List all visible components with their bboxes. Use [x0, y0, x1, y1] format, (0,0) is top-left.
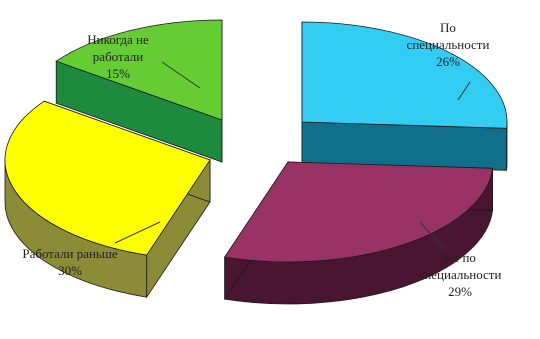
slice-2-label-line-2: специальности [419, 267, 502, 282]
slice-4-label-line-2: работали [93, 49, 143, 64]
slice-1-label-line-2: специальности [407, 37, 490, 52]
slice-2-label-line-1: Не по [444, 250, 476, 265]
slice-4-value-label: 15% [106, 66, 130, 81]
slice-4-label-line-1: Никогда не [87, 32, 149, 47]
slice-1-value-label: 26% [436, 54, 460, 69]
slice-3-value-label: 30% [58, 263, 82, 278]
slice-1-label-line-1: По [440, 20, 456, 35]
pie-slice-2 [225, 162, 493, 304]
slice-2-value-label: 29% [448, 284, 472, 299]
slice-3-label-line-1: Работали раньше [22, 246, 118, 261]
